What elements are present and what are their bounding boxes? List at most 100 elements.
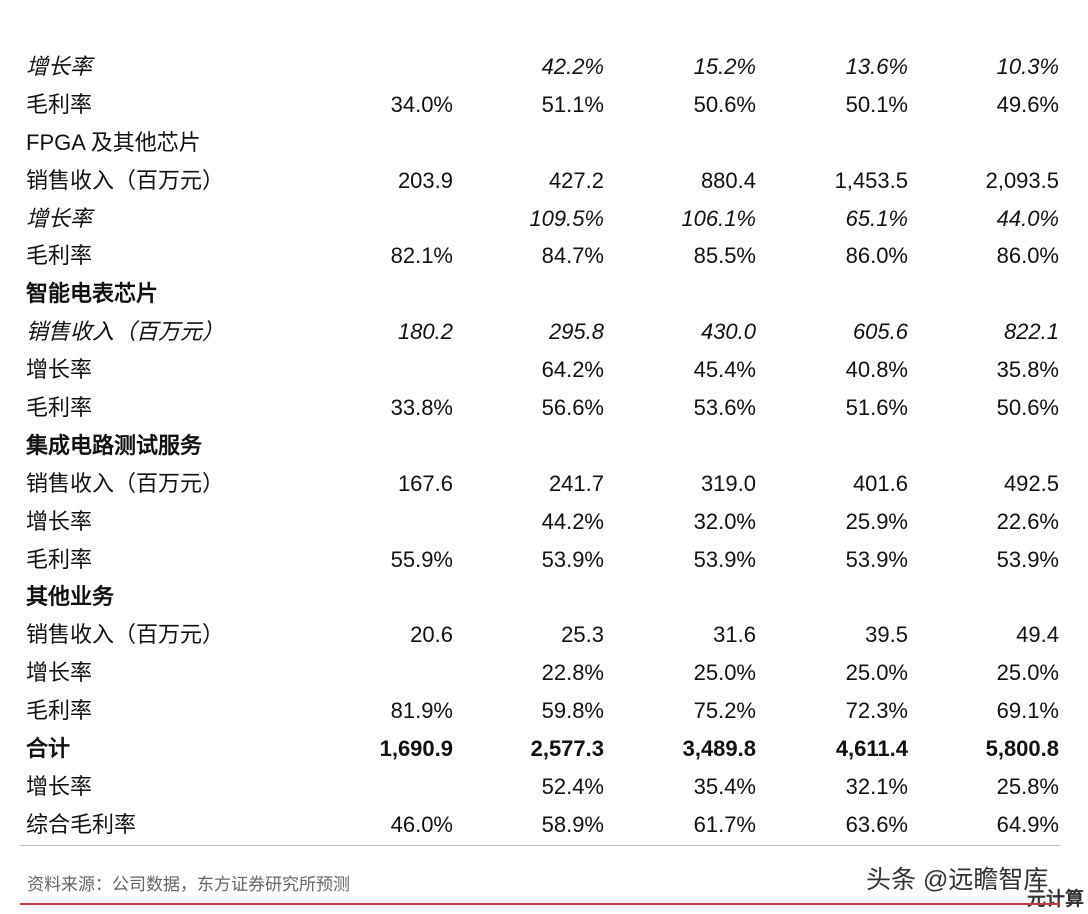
value-cell: 822.1 (1003, 319, 1059, 345)
value-cell: 32.1% (845, 773, 908, 799)
value-cell: 295.8 (548, 319, 604, 345)
value-cell: 81.9% (390, 698, 453, 724)
row-label: 销售收入（百万元） (26, 319, 225, 345)
value-cell: 50.6% (996, 395, 1059, 421)
value-cell: 5,800.8 (985, 736, 1059, 762)
value-cell: 25.0% (845, 660, 908, 686)
row-label: 增长率 (26, 205, 93, 231)
footer-divider (20, 903, 1060, 905)
value-cell: 86.0% (845, 243, 908, 269)
value-cell: 22.6% (996, 508, 1059, 534)
row-label: 合计 (26, 736, 71, 762)
table-row: 增长率 64.2% 45.4% 40.8% 35.8% (0, 351, 1088, 389)
source-note: 资料来源：公司数据，东方证券研究所预测 (27, 875, 350, 894)
table-row: 销售收入（百万元） 203.9 427.2 880.4 1,453.5 2,093.5 (0, 162, 1088, 200)
value-cell: 51.1% (541, 91, 604, 117)
table-row: 毛利率 82.1% 84.7% 85.5% 86.0% 86.0% (0, 237, 1088, 275)
value-cell: 880.4 (700, 167, 756, 193)
value-cell: 52.4% (541, 773, 604, 799)
row-label: 智能电表芯片 (26, 281, 159, 307)
value-cell: 40.8% (845, 357, 908, 383)
value-cell: 49.4 (1016, 622, 1059, 648)
value-cell: 53.9% (996, 546, 1059, 572)
value-cell: 25.8% (996, 773, 1059, 799)
value-cell: 85.5% (693, 243, 756, 269)
value-cell: 53.9% (693, 546, 756, 572)
value-cell: 241.7 (548, 470, 604, 496)
table-row: 综合毛利率 46.0% 58.9% 61.7% 63.6% 64.9% (0, 806, 1088, 844)
table-row: 增长率 42.2% 15.2% 13.6% 10.3% (0, 48, 1088, 86)
value-cell: 65.1% (845, 205, 908, 231)
value-cell: 75.2% (693, 698, 756, 724)
value-cell: 3,489.8 (682, 736, 756, 762)
value-cell: 106.1% (681, 205, 756, 231)
value-cell: 427.2 (548, 167, 604, 193)
value-cell: 10.3% (996, 54, 1059, 79)
table-row: 其他业务 (0, 578, 1088, 616)
row-label: 其他业务 (26, 584, 115, 610)
value-cell: 319.0 (700, 470, 756, 496)
table-row: 销售收入（百万元） 180.2 295.8 430.0 605.6 822.1 (0, 313, 1088, 351)
value-cell: 55.9% (390, 546, 453, 572)
value-cell: 430.0 (700, 319, 756, 345)
table-row: 毛利率 34.0% 51.1% 50.6% 50.1% 49.6% (0, 86, 1088, 124)
value-cell: 50.6% (693, 91, 756, 117)
row-label: 毛利率 (26, 395, 93, 421)
value-cell: 35.8% (996, 357, 1059, 383)
table-row: 毛利率 55.9% 53.9% 53.9% 53.9% 53.9% (0, 541, 1088, 579)
value-cell: 35.4% (693, 773, 756, 799)
table-row: FPGA 及其他芯片 (0, 124, 1088, 162)
table-row: 销售收入（百万元） 167.6 241.7 319.0 401.6 492.5 (0, 465, 1088, 503)
value-cell: 1,453.5 (834, 167, 908, 193)
value-cell: 492.5 (1003, 470, 1059, 496)
row-label: 毛利率 (26, 698, 93, 724)
table-row: 增长率 44.2% 32.0% 25.9% 22.6% (0, 503, 1088, 541)
table-row: 增长率 52.4% 35.4% 32.1% 25.8% (0, 768, 1088, 806)
row-label: 毛利率 (26, 546, 93, 572)
value-cell: 51.6% (845, 395, 908, 421)
value-cell: 63.6% (845, 811, 908, 837)
value-cell: 31.6 (713, 622, 756, 648)
value-cell: 2,093.5 (985, 167, 1059, 193)
row-label: 集成电路测试服务 (26, 432, 203, 458)
value-cell: 45.4% (693, 357, 756, 383)
value-cell: 59.8% (541, 698, 604, 724)
row-label: FPGA 及其他芯片 (26, 129, 201, 155)
value-cell: 15.2% (693, 54, 756, 79)
table-row: 集成电路测试服务 (0, 427, 1088, 465)
value-cell: 84.7% (541, 243, 604, 269)
value-cell: 25.0% (693, 660, 756, 686)
value-cell: 49.6% (996, 91, 1059, 117)
value-cell: 25.3 (561, 622, 604, 648)
value-cell: 180.2 (397, 319, 453, 345)
value-cell: 39.5 (865, 622, 908, 648)
financial-table: 增长率 42.2% 15.2% 13.6% 10.3% 毛利率 34.0% 51.1% 50.6… (0, 48, 1088, 844)
row-label: 综合毛利率 (26, 811, 137, 837)
value-cell: 42.2% (541, 54, 604, 79)
row-label: 增长率 (26, 660, 93, 686)
row-label: 销售收入（百万元） (26, 167, 225, 193)
row-label: 销售收入（百万元） (26, 470, 225, 496)
value-cell: 33.8% (390, 395, 453, 421)
value-cell: 4,611.4 (835, 736, 908, 762)
value-cell: 25.0% (996, 660, 1059, 686)
value-cell: 53.9% (541, 546, 604, 572)
value-cell: 53.6% (693, 395, 756, 421)
value-cell: 13.6% (845, 54, 908, 79)
value-cell: 20.6 (410, 622, 453, 648)
value-cell: 34.0% (390, 91, 453, 117)
row-label: 增长率 (26, 508, 93, 534)
table-row: 智能电表芯片 (0, 275, 1088, 313)
value-cell: 44.2% (541, 508, 604, 534)
table-row: 毛利率 33.8% 56.6% 53.6% 51.6% 50.6% (0, 389, 1088, 427)
value-cell: 58.9% (541, 811, 604, 837)
value-cell: 2,577.3 (530, 736, 604, 762)
value-cell: 50.1% (845, 91, 908, 117)
table-row: 增长率 22.8% 25.0% 25.0% 25.0% (0, 654, 1088, 692)
value-cell: 56.6% (541, 395, 604, 421)
table-row: 增长率 109.5% 106.1% 65.1% 44.0% (0, 200, 1088, 238)
row-label: 增长率 (26, 773, 93, 799)
value-cell: 64.9% (996, 811, 1059, 837)
row-label: 毛利率 (26, 243, 93, 269)
value-cell: 203.9 (397, 167, 453, 193)
